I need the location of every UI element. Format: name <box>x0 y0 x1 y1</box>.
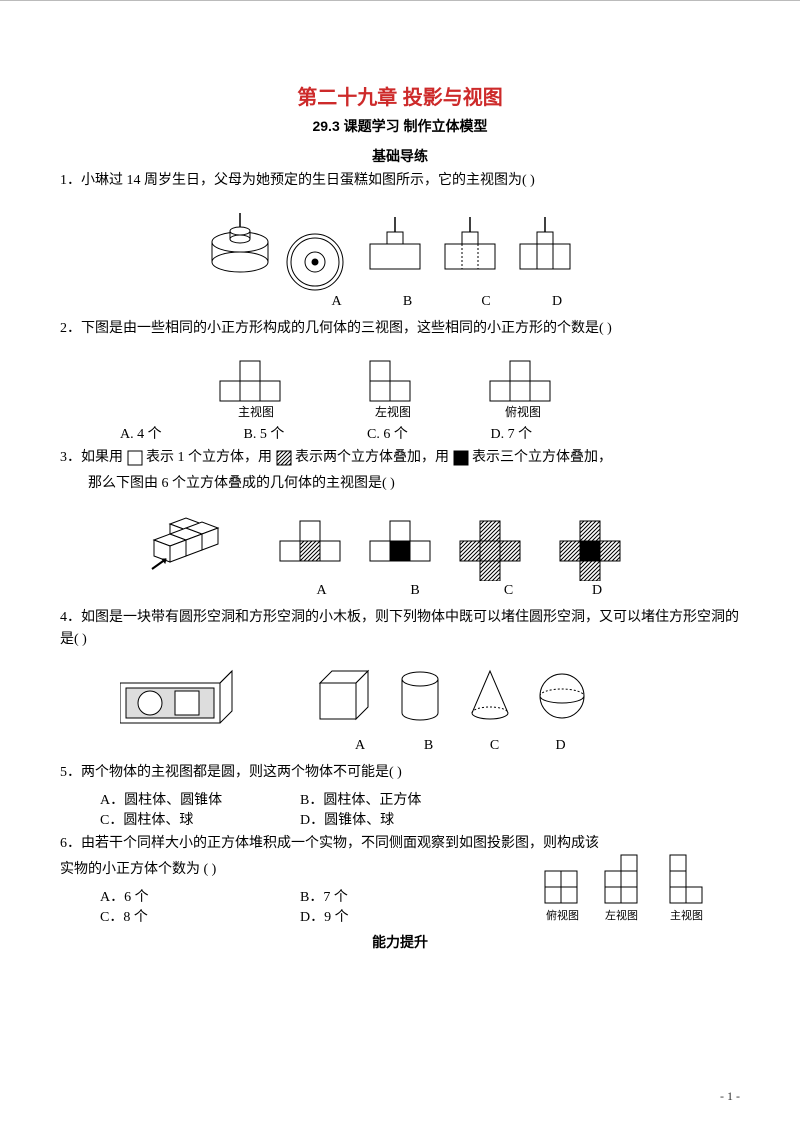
q1-label-c: C <box>449 294 524 310</box>
q2-label-zv: 主视图 <box>238 404 274 419</box>
question-1: 1．小琳过 14 周岁生日，父母为她预定的生日蛋糕如图所示，它的主视图为( ) <box>60 170 740 192</box>
q2-opt-c: C. 6 个 <box>367 423 487 443</box>
q5-opt-a: A．圆柱体、圆锥体 <box>100 789 300 809</box>
q2-label-tv: 俯视图 <box>505 404 541 419</box>
q4-labels: A B C D <box>60 738 740 754</box>
q3-label-c: C <box>464 583 554 599</box>
q2-label-lv: 左视图 <box>375 404 411 419</box>
q4-label-c: C <box>462 738 527 754</box>
q3-label-a: A <box>277 583 367 599</box>
page-number: - 1 - <box>720 1089 740 1104</box>
q5-opt-b: B．圆柱体、正方体 <box>300 789 500 809</box>
section-title: 29.3 课题学习 制作立体模型 <box>60 116 740 136</box>
q6-label-tv: 俯视图 <box>546 908 579 922</box>
block-title-ability: 能力提升 <box>60 932 740 952</box>
q3-text-a: 3．如果用 <box>60 450 123 465</box>
q2-figure-row: 主视图 左视图 俯视图 <box>60 351 740 421</box>
q6-opt-c: C．8 个 <box>100 906 300 926</box>
question-3-line1: 3．如果用 表示 1 个立方体，用 表示两个立方体叠加，用 表示三个立方体叠加， <box>60 447 740 469</box>
q3-labels: A B C D <box>60 583 740 599</box>
q1-labels: A B C D <box>60 294 740 310</box>
q1-label-d: D <box>527 294 587 310</box>
q1-label-a: A <box>307 294 367 310</box>
q6-figure: 俯视图 左视图 主视图 <box>540 853 730 933</box>
q4-label-b: B <box>399 738 459 754</box>
q3-text-b: 表示 1 个立方体，用 <box>146 450 272 465</box>
question-2: 2．下图是由一些相同的小正方形构成的几何体的三视图，这些相同的小正方形的个数是(… <box>60 318 740 340</box>
q4-label-d: D <box>531 738 591 754</box>
q2-opt-b: B. 5 个 <box>244 423 364 443</box>
q5-options: A．圆柱体、圆锥体B．圆柱体、正方体 C．圆柱体、球D．圆锥体、球 <box>60 789 740 829</box>
question-3-line2: 那么下图由 6 个立方体叠成的几何体的主视图是( ) <box>60 473 740 495</box>
q5-opt-d: D．圆锥体、球 <box>300 809 500 829</box>
block-title-basic: 基础导练 <box>60 146 740 166</box>
q3-text-c: 表示两个立方体叠加，用 <box>295 450 449 465</box>
q6-opt-a: A．6 个 <box>100 886 300 906</box>
q1-label-b: B <box>370 294 445 310</box>
chapter-title: 第二十九章 投影与视图 <box>60 81 740 110</box>
q4-figure-row <box>60 661 740 736</box>
q3-text-d: 表示三个立方体叠加， <box>472 450 612 465</box>
q5-opt-c: C．圆柱体、球 <box>100 809 300 829</box>
q6-opt-d: D．9 个 <box>300 906 500 926</box>
question-5: 5．两个物体的主视图都是圆，则这两个物体不可能是( ) <box>60 762 740 784</box>
q1-figure-row <box>60 202 740 292</box>
q6-label-lv: 左视图 <box>605 908 638 922</box>
q3-figure-row <box>60 506 740 581</box>
q3-label-b: B <box>370 583 460 599</box>
q6-label-zv: 主视图 <box>670 908 703 922</box>
q2-opt-d: D. 7 个 <box>491 423 611 443</box>
q6-opt-b: B．7 个 <box>300 886 500 906</box>
q2-opt-a: A. 4 个 <box>120 423 240 443</box>
question-4: 4．如图是一块带有圆形空洞和方形空洞的小木板，则下列物体中既可以堵住圆形空洞，又… <box>60 607 740 652</box>
q4-label-a: A <box>325 738 395 754</box>
q2-options: A. 4 个 B. 5 个 C. 6 个 D. 7 个 <box>60 423 740 443</box>
q3-label-d: D <box>557 583 637 599</box>
